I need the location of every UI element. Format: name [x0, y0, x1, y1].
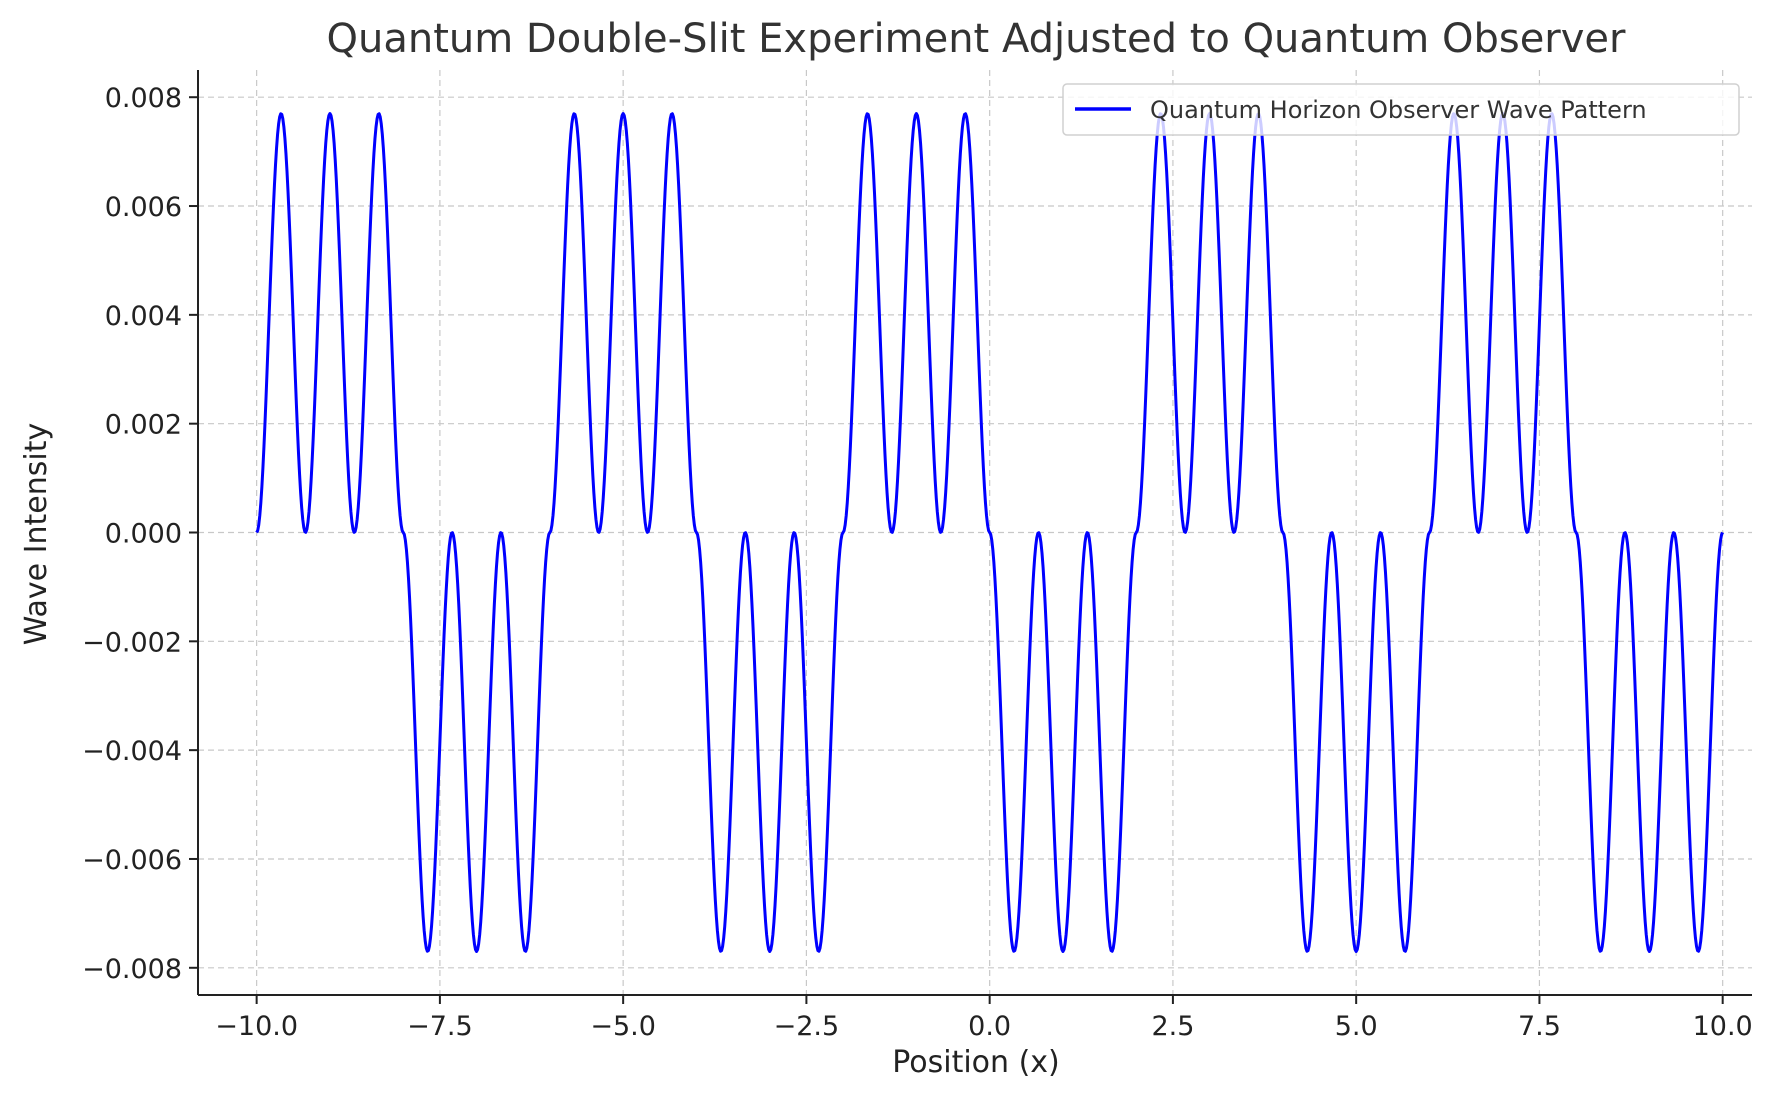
y-tick-label: 0.002	[105, 410, 182, 441]
y-tick-label: 0.000	[105, 519, 182, 550]
y-tick-label: 0.004	[105, 301, 182, 332]
legend-label: Quantum Horizon Observer Wave Pattern	[1150, 96, 1647, 124]
chart-title: Quantum Double-Slit Experiment Adjusted …	[327, 16, 1627, 62]
x-tick-label: 2.5	[1151, 1011, 1194, 1042]
y-tick-label: −0.002	[82, 627, 182, 658]
x-tick-label: −10.0	[215, 1011, 298, 1042]
legend: Quantum Horizon Observer Wave Pattern	[1062, 83, 1740, 136]
y-tick-label: 0.008	[105, 83, 182, 114]
series-layer	[255, 112, 1724, 953]
grid-lines	[198, 70, 1752, 995]
y-axis-label: Wave Intensity	[19, 423, 54, 645]
series-line-quantum-horizon-observer-wave-pattern	[255, 112, 1724, 953]
y-tick-label: −0.008	[82, 954, 182, 985]
axes: −10.0 −7.5 −5.0 −2.5 0.0 2.5 5.0 7.5 10.0 0.008 0.…	[82, 70, 1753, 1042]
x-tick-label: 10.0	[1693, 1011, 1753, 1042]
y-tick-label: −0.004	[82, 736, 182, 767]
x-tick-label: −5.0	[590, 1011, 656, 1042]
x-axis-label: Position (x)	[892, 1045, 1060, 1080]
x-tick-label: 5.0	[1335, 1011, 1378, 1042]
x-tick-label: 0.0	[968, 1011, 1011, 1042]
x-tick-label: −7.5	[407, 1011, 473, 1042]
x-tick-label: −2.5	[774, 1011, 840, 1042]
x-tick-label: 7.5	[1518, 1011, 1561, 1042]
y-tick-label: 0.006	[105, 192, 182, 223]
y-tick-label: −0.006	[82, 845, 182, 876]
legend-box	[1062, 83, 1740, 136]
